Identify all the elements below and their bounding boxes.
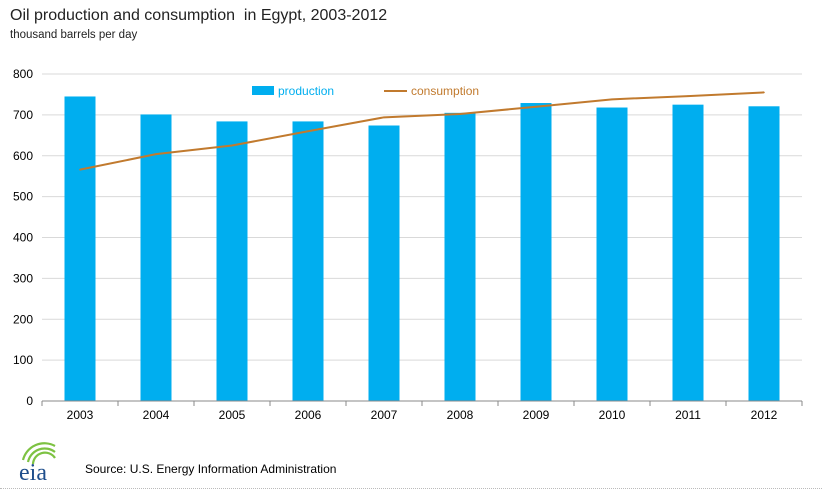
- y-tick-label: 800: [13, 67, 33, 81]
- consumption-point: [155, 153, 157, 155]
- footer-divider: [0, 488, 822, 489]
- eia-logo: eia: [15, 440, 75, 489]
- consumption-line-group: [79, 91, 765, 171]
- y-tick-label: 300: [13, 271, 33, 285]
- y-tick-label: 0: [26, 394, 33, 408]
- chart-title: Oil production and consumption in Egypt,…: [10, 7, 388, 24]
- eia-logo-arcs-icon: [21, 442, 56, 465]
- y-tick-label: 700: [13, 108, 33, 122]
- axes: 0 100 200 300 400 500 600 700 800 2003 2004 2005 200…: [13, 67, 803, 422]
- consumption-point: [307, 130, 309, 133]
- legend-production-label: production: [278, 84, 334, 98]
- consumption-point: [79, 168, 81, 171]
- consumption-point: [611, 98, 613, 101]
- x-tick-label: 2009: [523, 408, 550, 422]
- consumption-point: [763, 91, 765, 94]
- production-bar: [368, 125, 400, 401]
- source-note: Source: U.S. Energy Information Administ…: [85, 462, 337, 476]
- x-tick-label: 2006: [295, 408, 322, 422]
- production-bar: [292, 121, 324, 401]
- x-tick-label: 2005: [219, 408, 246, 422]
- consumption-point: [231, 144, 233, 147]
- production-bars: [64, 96, 780, 402]
- consumption-point: [687, 95, 689, 97]
- production-bar: [748, 106, 780, 401]
- x-tick-label: 2008: [447, 408, 474, 422]
- x-tick-label: 2010: [599, 408, 626, 422]
- y-tick-label: 600: [13, 149, 33, 163]
- production-bar: [672, 104, 704, 401]
- chart-plot: 0 100 200 300 400 500 600 700 800 2003 2004 2005 200…: [13, 67, 803, 422]
- chart-subtitle: thousand barrels per day: [10, 29, 138, 41]
- production-bar: [140, 114, 172, 401]
- consumption-point: [459, 113, 461, 115]
- production-bar: [64, 96, 96, 401]
- x-tick-label: 2003: [67, 408, 94, 422]
- consumption-point: [383, 116, 385, 119]
- y-tick-label: 500: [13, 190, 33, 204]
- x-tick-label: 2011: [675, 408, 701, 422]
- production-bar: [520, 103, 552, 402]
- legend: production consumption: [252, 84, 479, 98]
- y-tick-label: 400: [13, 231, 33, 245]
- legend-consumption-label: consumption: [411, 84, 479, 98]
- x-tick-label: 2012: [751, 408, 778, 422]
- x-tick-label: 2004: [143, 408, 170, 422]
- consumption-line: [79, 91, 765, 171]
- consumption-point: [535, 105, 537, 108]
- y-tick-label: 100: [13, 353, 33, 367]
- production-bar: [216, 121, 248, 401]
- x-tick-label: 2007: [371, 408, 398, 422]
- y-tick-label: 200: [13, 312, 33, 326]
- production-bar: [444, 112, 476, 402]
- production-bar: [596, 107, 628, 401]
- legend-production-swatch: [252, 86, 274, 95]
- eia-logo-text: eia: [19, 460, 47, 484]
